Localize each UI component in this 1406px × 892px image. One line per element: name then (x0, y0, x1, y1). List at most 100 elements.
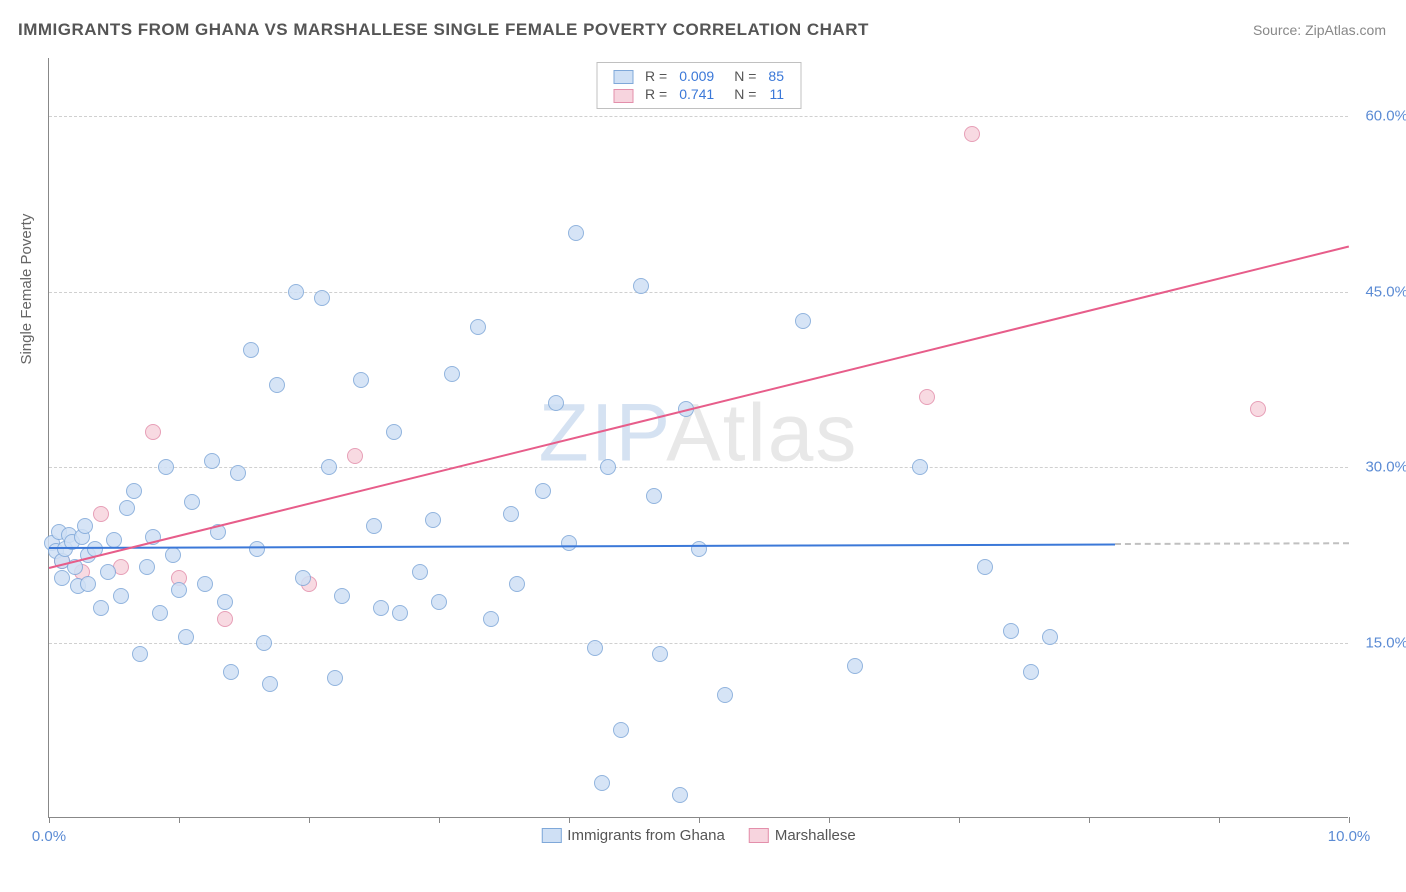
y-axis-label: Single Female Poverty (18, 214, 35, 365)
data-point-marshallese (1250, 401, 1266, 417)
data-point-ghana (113, 588, 129, 604)
grid-line (49, 643, 1348, 644)
chart-title: IMMIGRANTS FROM GHANA VS MARSHALLESE SIN… (18, 20, 869, 40)
data-point-ghana (431, 594, 447, 610)
data-point-ghana (314, 290, 330, 306)
y-tick-label: 15.0% (1353, 634, 1406, 651)
data-point-ghana (100, 564, 116, 580)
data-point-ghana (795, 313, 811, 329)
watermark-part-b: Atlas (666, 387, 858, 478)
x-tick (959, 817, 960, 823)
data-point-ghana (568, 225, 584, 241)
data-point-ghana (1003, 623, 1019, 639)
data-point-ghana (652, 646, 668, 662)
data-point-ghana (106, 532, 122, 548)
y-tick-label: 45.0% (1353, 283, 1406, 300)
data-point-ghana (126, 483, 142, 499)
legend-swatch (613, 89, 633, 103)
data-point-ghana (548, 395, 564, 411)
data-point-ghana (561, 535, 577, 551)
data-point-ghana (165, 547, 181, 563)
data-point-marshallese (964, 126, 980, 142)
legend-label: Immigrants from Ghana (567, 827, 725, 844)
stat-label-r: R = (639, 67, 673, 85)
legend-item: Marshallese (749, 827, 856, 844)
data-point-ghana (587, 640, 603, 656)
data-point-ghana (594, 775, 610, 791)
data-point-ghana (249, 541, 265, 557)
data-point-ghana (295, 570, 311, 586)
data-point-ghana (80, 576, 96, 592)
data-point-ghana (353, 372, 369, 388)
source-attribution: Source: ZipAtlas.com (1253, 22, 1386, 38)
data-point-ghana (366, 518, 382, 534)
correlation-stats-legend: R =0.009N =85R =0.741N =11 (596, 62, 801, 109)
data-point-ghana (1042, 629, 1058, 645)
data-point-ghana (386, 424, 402, 440)
data-point-ghana (535, 483, 551, 499)
scatter-chart: ZIPAtlas R =0.009N =85R =0.741N =11 Immi… (48, 58, 1348, 818)
data-point-ghana (847, 658, 863, 674)
x-tick-label: 10.0% (1328, 828, 1371, 845)
data-point-ghana (412, 564, 428, 580)
data-point-ghana (171, 582, 187, 598)
data-point-ghana (139, 559, 155, 575)
legend-swatch (541, 828, 561, 843)
data-point-ghana (178, 629, 194, 645)
x-tick (439, 817, 440, 823)
stat-value-n: 85 (762, 67, 790, 85)
y-tick-label: 30.0% (1353, 459, 1406, 476)
legend-swatch (613, 70, 633, 84)
data-point-ghana (119, 500, 135, 516)
data-point-ghana (262, 676, 278, 692)
data-point-ghana (509, 576, 525, 592)
data-point-marshallese (93, 506, 109, 522)
data-point-ghana (93, 600, 109, 616)
data-point-ghana (54, 570, 70, 586)
data-point-ghana (269, 377, 285, 393)
stat-value-n: 11 (762, 85, 790, 103)
trend-line-marshallese (49, 245, 1349, 568)
data-point-marshallese (919, 389, 935, 405)
data-point-ghana (217, 594, 233, 610)
data-point-ghana (672, 787, 688, 803)
data-point-ghana (613, 722, 629, 738)
x-tick-label: 0.0% (32, 828, 66, 845)
data-point-ghana (321, 459, 337, 475)
data-point-ghana (204, 453, 220, 469)
stat-value-r: 0.009 (673, 67, 720, 85)
data-point-ghana (334, 588, 350, 604)
data-point-ghana (158, 459, 174, 475)
x-tick (1089, 817, 1090, 823)
data-point-ghana (197, 576, 213, 592)
legend-label: Marshallese (775, 827, 856, 844)
stat-label-r: R = (639, 85, 673, 103)
data-point-ghana (600, 459, 616, 475)
data-point-ghana (646, 488, 662, 504)
legend-item: Immigrants from Ghana (541, 827, 725, 844)
data-point-ghana (77, 518, 93, 534)
data-point-ghana (470, 319, 486, 335)
x-tick (829, 817, 830, 823)
data-point-ghana (223, 664, 239, 680)
data-point-ghana (1023, 664, 1039, 680)
x-tick (309, 817, 310, 823)
data-point-ghana (392, 605, 408, 621)
trend-line-dash (1115, 542, 1349, 545)
data-point-ghana (503, 506, 519, 522)
y-tick-label: 60.0% (1353, 108, 1406, 125)
series-legend: Immigrants from Ghana Marshallese (529, 827, 867, 847)
data-point-ghana (691, 541, 707, 557)
data-point-ghana (288, 284, 304, 300)
x-tick (49, 817, 50, 823)
data-point-ghana (633, 278, 649, 294)
x-tick (699, 817, 700, 823)
data-point-ghana (132, 646, 148, 662)
x-tick (1219, 817, 1220, 823)
data-point-ghana (256, 635, 272, 651)
grid-line (49, 116, 1348, 117)
data-point-marshallese (217, 611, 233, 627)
legend-swatch (749, 828, 769, 843)
data-point-ghana (152, 605, 168, 621)
stat-label-n: N = (720, 85, 762, 103)
